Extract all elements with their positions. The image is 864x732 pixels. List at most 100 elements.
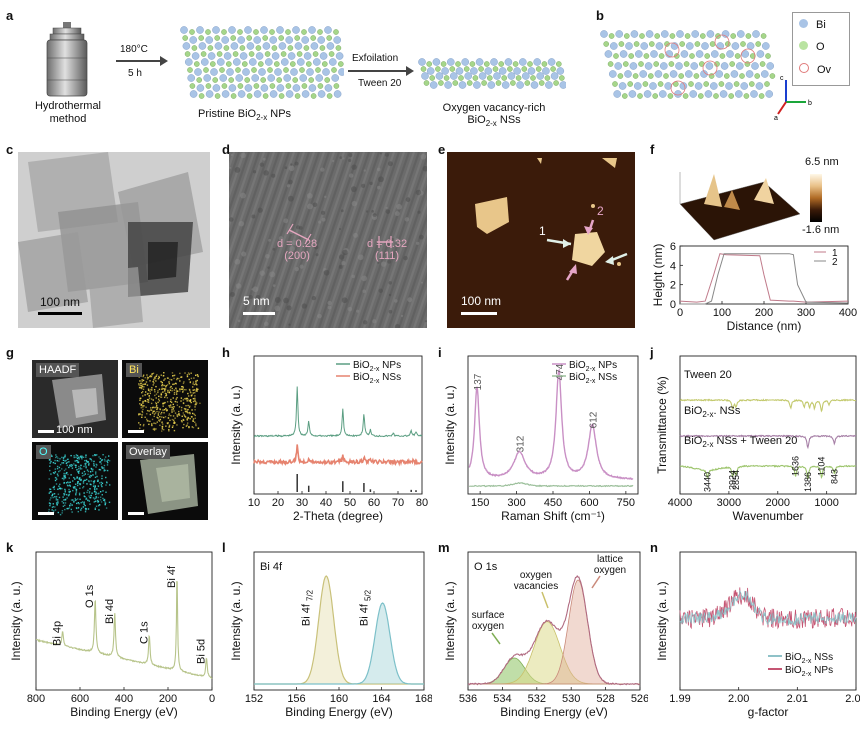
o-atom [682,93,689,99]
bi-atom [267,74,275,82]
panel-label-m: m [438,540,450,555]
ftir-trace-label: Tween 20 [684,369,732,381]
y-tick-label: 2 [670,280,676,292]
x-axis-label: Binding Energy (eV) [500,705,607,719]
o-atom [216,51,223,57]
bi-atom [507,72,516,80]
bi-atom [429,81,438,89]
bi-atom [317,36,325,44]
legend-label: BiO2-x NPs [569,360,617,373]
o-atom [749,53,756,59]
raman-peak-label: 474 [555,363,566,380]
x-tick-label: 2.01 [787,693,808,705]
o-atom [326,93,333,99]
o-atom [296,51,303,57]
afm-marker-2: 2 [597,204,604,218]
plot-frame [679,551,857,691]
bi-atom [324,84,333,92]
o-atom [248,51,255,57]
bi-atom [685,70,693,78]
legend-bi: Bi [799,19,826,31]
o-atom [618,41,625,47]
ns-label: Oxygen vacancy-rich BiO2-x NSs [442,102,546,129]
o-atom [674,53,680,59]
panel-label-j: j [650,345,654,360]
axis-a: a [774,115,778,122]
bi-atom [686,42,694,50]
o-atom [621,93,628,99]
bi-atom [187,74,196,82]
legend-label: 2 [832,257,838,268]
o-atom [730,33,736,39]
bi-atom [634,82,642,90]
bi-atom [299,74,307,82]
x-tick-label: 156 [287,693,305,705]
o-atom [481,80,487,86]
bi-atom [180,26,188,34]
bi-atom [513,67,521,75]
panel-label-f: f [650,142,655,157]
lattice-fringe [282,152,346,328]
lattice-fringe [229,152,281,303]
bi-atom [244,26,252,34]
o-atom [743,93,750,99]
o-atom [205,29,211,35]
bi-atom [542,67,550,75]
tween-label: Tween 20 [358,78,402,89]
x-tick-label: 1000 [814,497,838,509]
o-atom [244,77,250,83]
bi-atom [674,90,682,98]
bi-atom [200,58,209,66]
ftir-peak-label: 1636 [791,456,801,476]
bi-atom [484,67,493,75]
o-atom [337,61,344,67]
o-atom [550,66,556,72]
x-tick-label: 400 [115,693,133,705]
bi-atom [726,50,734,58]
o-atom [315,67,321,73]
bi-atom [426,67,435,75]
ftir-line [679,434,856,450]
bi-atom [189,36,198,44]
x-tick-label: 168 [415,693,432,705]
y-axis-label: Intensity (a. u.) [655,581,669,660]
o-atom [210,61,216,67]
o-atom [423,80,430,86]
bi-atom [246,42,255,50]
axis-c: c [780,75,784,82]
bi-atom [328,58,337,66]
lattice-fringe [322,152,386,328]
o-atom [734,53,741,59]
o-atom [613,53,619,59]
o-atom [303,45,310,51]
o-atom [333,83,340,89]
bi-atom [228,26,236,34]
bi-atom [464,72,473,80]
bi-atom [242,68,250,76]
o-atom [648,73,654,79]
bi-atom [319,52,328,60]
o-atom [287,45,294,51]
o-atom [294,35,300,41]
bi-atom [219,74,228,82]
o-atom [654,33,661,39]
o-atom [637,93,643,99]
bi-atom [432,58,441,66]
eds-overlay: Overlay [122,442,208,520]
bi-atom [701,42,709,50]
o-atom [187,67,193,73]
bi-atom [324,26,332,34]
legend-label: BiO2-x NSs [353,372,401,385]
x-tick-label: 2.02 [845,693,860,705]
bi-atom [475,58,484,66]
o-atom [228,77,235,83]
bi-atom [294,42,303,50]
xps-peak-label: Bi 4p [52,621,64,646]
o-atom [507,66,513,72]
o-atom [739,73,745,79]
bi-atom [659,90,667,98]
o-atom [278,93,285,99]
lattice-fringe [312,152,376,328]
o-atom [683,61,690,67]
bi-atom [458,81,467,89]
